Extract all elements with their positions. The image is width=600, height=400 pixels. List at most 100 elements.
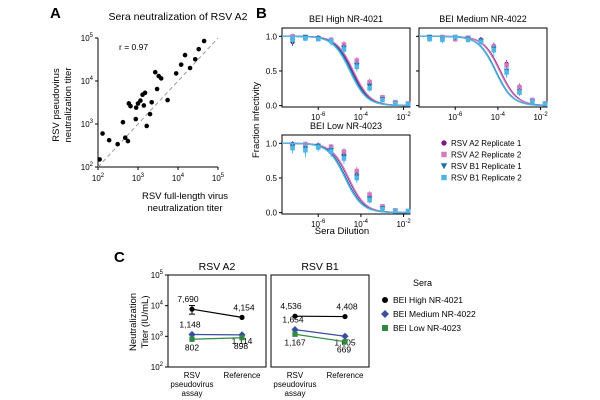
- panel-b-x-tick-label: 10-6: [448, 112, 463, 122]
- panel-label-b: B: [256, 5, 267, 22]
- panel-a-correlation-annotation: r = 0.97: [119, 42, 148, 52]
- panel-c-y-tick-label: 105: [151, 270, 164, 280]
- panel-b-legend: RSV A2 Replicate 1 RSV A2 Replicate 2 RSV …: [440, 139, 522, 183]
- panel-c-data-point: [238, 331, 246, 339]
- panel-b-y-tick-label: 1.0: [266, 139, 278, 148]
- panel-a-data-point: [178, 62, 184, 67]
- panel-c-series-line: [294, 329, 346, 337]
- panel-b-data-point: [491, 47, 497, 53]
- panel-b-data-point: [341, 47, 347, 52]
- panel-c-data-label: 7,690: [177, 294, 199, 304]
- panel-a-data-point: [97, 157, 102, 162]
- panel-b-subplot: BEI Medium NR-4022 10-6 10-4 10-2: [416, 14, 548, 122]
- panel-b-x-tick-label: 10-2: [396, 112, 411, 122]
- panel-a-data-point: [147, 111, 153, 117]
- panel-a-data-point: [187, 65, 193, 71]
- panel-c-legend-marker: [382, 325, 388, 331]
- panel-c-category-label: assay: [285, 389, 306, 398]
- panel-c-data-label: 4,154: [233, 302, 255, 312]
- panel-b-subplot-frame: [281, 134, 411, 215]
- panel-c-category-label: Reference: [327, 371, 364, 380]
- panel-label-a: A: [50, 5, 61, 22]
- panel-b-subplot: BEI High NR-4021 0.0 0.5 1.0 10-6 10-4 10-2: [266, 14, 411, 122]
- panel-b-legend-marker: [441, 174, 447, 181]
- panel-c-data-point: [342, 339, 348, 345]
- panel-c-data-point: [239, 335, 245, 341]
- panel-c-data-label: 898: [234, 341, 248, 351]
- panel-b-subplot: BEI Low NR-4023 0.0 0.5 1.0 10-6 10-4 10-2: [266, 121, 411, 229]
- panel-b-xlabel: Sera Dilution: [315, 226, 369, 237]
- panel-c-category-label: pseudovirus: [273, 380, 316, 389]
- panel-b-data-point: [530, 99, 535, 104]
- panel-a-ylabel-line1: RSV pseudovirus: [51, 68, 62, 142]
- panel-b-x-tick-label: 10-6: [311, 219, 326, 229]
- panel-b-data-point: [290, 145, 295, 151]
- panel-a-y-tick-label: 102: [81, 162, 94, 172]
- panel-b-y-tick-label: 1.0: [266, 32, 278, 41]
- panel-a-data-point: [133, 105, 139, 110]
- panel-b-data-point: [354, 58, 360, 63]
- panel-b-data-point: [341, 149, 347, 154]
- panel-a-data-point: [196, 46, 202, 52]
- panel-c-data-point: [188, 330, 196, 339]
- panel-b-data-point: [328, 38, 334, 44]
- panel-c-legend-marker: [381, 310, 389, 318]
- panel-b-y-tick-label: 0.0: [266, 102, 278, 111]
- panel-b-data-point: [427, 36, 432, 42]
- panel-c-data-label: 1,654: [282, 315, 304, 325]
- panel-a-ylabel-line2: neutralization titer: [63, 68, 74, 143]
- panel-a-data-point: [142, 90, 148, 96]
- panel-a-x-tick-label: 102: [92, 173, 105, 183]
- panel-c-category-label: assay: [182, 389, 203, 398]
- panel-c-subplot-title: RSV A2: [199, 261, 236, 273]
- panel-a-x-tick-label: 104: [172, 173, 185, 183]
- panel-b-data-point: [354, 168, 360, 174]
- panel-c-legend-label: BEI Medium NR-4022: [393, 309, 476, 319]
- panel-b-legend-label: RSV A2 Replicate 1: [451, 139, 522, 148]
- panel-b-data-point: [328, 149, 334, 154]
- panel-a-data-point: [149, 99, 154, 105]
- panel-c-legend-title: Sera: [413, 278, 432, 288]
- panel-c-series-line: [191, 337, 243, 340]
- panel-a-data-point: [152, 69, 158, 75]
- panel-b-fit-curve: [419, 35, 548, 107]
- panel-b-data-point: [478, 39, 484, 45]
- panel-b-legend-marker: [441, 151, 447, 158]
- panel-c-category-label: RSV: [287, 371, 304, 380]
- panel-b-legend-marker: [441, 140, 447, 146]
- panel-b-subplot-frame: [418, 27, 548, 108]
- panel-c-subplot-frame: [270, 274, 370, 368]
- panel-c-data-label: 4,408: [336, 302, 358, 312]
- panel-a-x-tick-label: 103: [132, 173, 145, 183]
- panel-b-data-point: [315, 36, 321, 42]
- panel-a-data-point: [192, 56, 198, 62]
- panel-b-data-point: [465, 37, 471, 43]
- panel-label-c: C: [114, 249, 125, 266]
- panel-a-data-point: [128, 103, 133, 109]
- panel-b-data-point: [303, 147, 308, 153]
- panel-a-title: Sera neutralization of RSV A2: [109, 11, 248, 23]
- panel-b-data-point: [367, 192, 372, 197]
- panel-c-data-point: [342, 313, 348, 320]
- panel-b-legend-label: RSV B1 Replicate 2: [451, 174, 522, 183]
- panel-c-data-label: 669: [337, 345, 351, 355]
- panel-b-data-point: [380, 206, 385, 212]
- panel-b-subplot-frame: [281, 27, 411, 108]
- panel-b-data-point: [354, 175, 360, 181]
- panel-c-ylabel-line2: Titer (IU/mL): [140, 296, 151, 349]
- panel-b-subplot-title: BEI Low NR-4023: [310, 121, 382, 131]
- panel-b-data-point: [380, 97, 385, 103]
- panel-b-data-point: [367, 79, 372, 85]
- panel-a-data-point: [115, 141, 120, 147]
- panel-b-neutralization-curves: Fraction infectivity Sera Dilution BEI H…: [251, 14, 548, 237]
- panel-b-subplot-title: BEI High NR-4021: [309, 14, 383, 24]
- panel-b-legend-label: RSV A2 Replicate 2: [451, 151, 522, 160]
- panel-c-y-tick-label: 102: [151, 362, 164, 372]
- panel-a-y-tick-label: 105: [81, 33, 94, 43]
- panel-b-data-point: [452, 34, 458, 40]
- panel-a-xlabel-line1: RSV full-length virus: [142, 191, 228, 202]
- panel-c-subplot-frame: [167, 274, 267, 368]
- panel-b-data-point: [341, 156, 347, 161]
- panel-c-data-label: 1,114: [232, 336, 253, 346]
